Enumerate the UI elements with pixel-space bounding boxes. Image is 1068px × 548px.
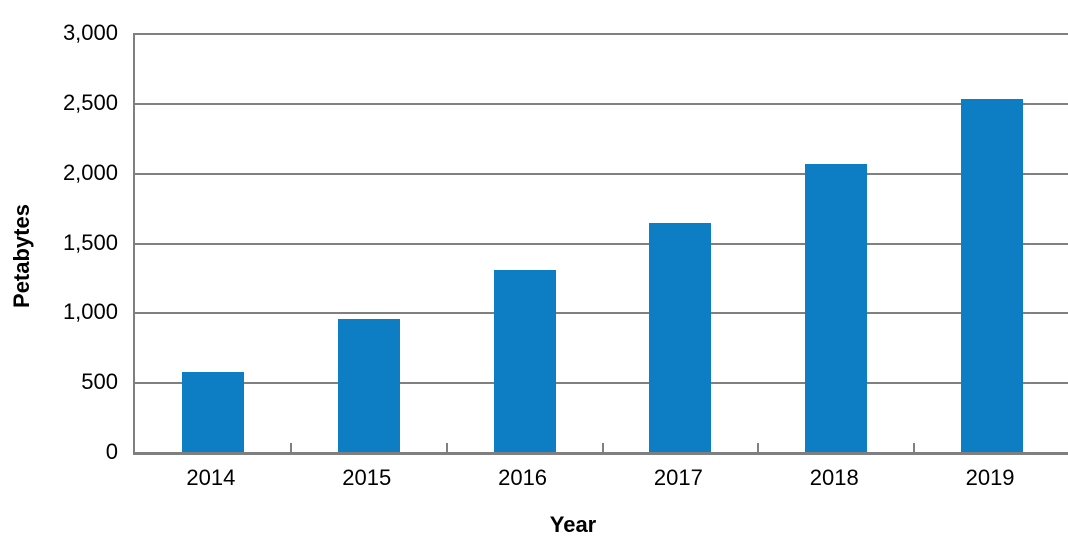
x-axis-tick xyxy=(445,443,448,452)
x-tick-label-2016: 2016 xyxy=(498,465,548,490)
bar-2017 xyxy=(649,222,712,452)
bar-2019 xyxy=(961,98,1024,452)
x-tick-label-2015: 2015 xyxy=(342,465,392,490)
y-tick-label-2500: 2,500 xyxy=(62,89,118,115)
gridline-2500 xyxy=(135,102,1068,105)
x-axis-title: Year xyxy=(549,512,597,537)
x-tick-label-2018: 2018 xyxy=(809,465,859,490)
y-tick-label-2000: 2,000 xyxy=(62,159,118,185)
x-tick-label-2014: 2014 xyxy=(186,465,236,490)
gridline-1000 xyxy=(135,312,1068,315)
x-axis-tick xyxy=(913,443,916,452)
x-axis-tick xyxy=(289,443,292,452)
x-axis-tick xyxy=(757,443,760,452)
gridline-500 xyxy=(135,382,1068,385)
gridline-3000 xyxy=(135,33,1068,35)
bar-2014 xyxy=(181,372,244,452)
bar-2015 xyxy=(337,319,400,452)
x-tick-label-2017: 2017 xyxy=(653,465,703,490)
y-tick-label-0: 0 xyxy=(105,439,118,464)
y-tick-label-500: 500 xyxy=(81,369,118,395)
y-tick-label-1500: 1,500 xyxy=(62,229,118,255)
gridline-1500 xyxy=(135,242,1068,245)
gridline-2000 xyxy=(135,172,1068,175)
y-axis-title: Petabytes xyxy=(9,204,34,308)
x-axis-tick xyxy=(601,443,604,452)
y-tick-label-1000: 1,000 xyxy=(62,299,118,325)
plot-area xyxy=(133,33,1068,455)
y-tick-label-3000: 3,000 xyxy=(62,20,118,45)
x-tick-label-2019: 2019 xyxy=(965,465,1015,490)
bar-2018 xyxy=(805,164,868,452)
bar-2016 xyxy=(493,270,556,452)
